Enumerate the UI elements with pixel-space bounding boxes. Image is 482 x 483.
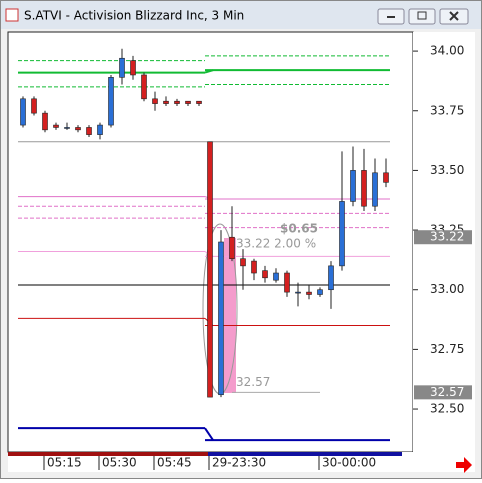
- y-tick-label: 34.00: [430, 44, 464, 58]
- close-glyph: [449, 11, 459, 21]
- app-icon: [5, 8, 19, 22]
- candle-body: [251, 260, 257, 274]
- level-step: [204, 427, 214, 441]
- candle-body: [75, 127, 81, 131]
- minimize-glyph: [387, 16, 395, 18]
- candle-body: [229, 236, 235, 260]
- session-bar: [8, 452, 208, 456]
- candle-body: [53, 124, 59, 128]
- candle-body: [108, 77, 114, 126]
- candle-body: [284, 272, 290, 293]
- x-tick-label: 30-00:00: [322, 456, 376, 470]
- level-step: [204, 69, 214, 74]
- candle-body: [196, 100, 202, 104]
- candle-body: [317, 289, 323, 295]
- x-tick-label: 05:30: [102, 456, 137, 470]
- candle-body: [218, 241, 224, 396]
- maximize-glyph: [417, 11, 427, 20]
- candle-body: [240, 258, 246, 267]
- candle-body: [372, 172, 378, 207]
- x-tick-label: 29-23:30: [212, 456, 266, 470]
- candle-body: [339, 201, 345, 267]
- candle-body: [141, 74, 147, 100]
- candle-body: [97, 124, 103, 135]
- candle-body: [328, 265, 334, 291]
- price-marker-label: 33.22: [430, 230, 464, 244]
- y-tick-label: 33.00: [430, 282, 464, 296]
- candle-body: [152, 98, 158, 104]
- y-tick-label: 33.75: [430, 103, 464, 117]
- annotation: 32.57: [236, 375, 270, 389]
- candle-body: [273, 272, 279, 281]
- candle-body: [64, 127, 70, 129]
- x-tick-label: 05:15: [47, 456, 82, 470]
- candle-body: [361, 170, 367, 207]
- x-tick-label: 05:45: [157, 456, 192, 470]
- candle-body: [174, 100, 180, 104]
- y-tick-label: 32.75: [430, 342, 464, 356]
- candle-body: [42, 112, 48, 131]
- annotation: $0.65: [280, 222, 318, 236]
- scroll-arrow[interactable]: [456, 457, 472, 473]
- maximize-button[interactable]: [408, 8, 436, 25]
- annotation: 33.22 2.00 %: [236, 237, 316, 251]
- price-marker-label: 32.57: [430, 385, 464, 399]
- y-tick-label: 33.50: [430, 163, 464, 177]
- candle-body: [207, 141, 213, 398]
- candle-body: [163, 100, 169, 104]
- candle-body: [119, 57, 125, 78]
- candle-body: [383, 172, 389, 183]
- time-axis: [8, 452, 475, 472]
- candle-body: [185, 100, 191, 104]
- candle-body: [262, 270, 268, 279]
- candle-body: [350, 170, 356, 202]
- candle-body: [306, 291, 312, 295]
- candle-body: [31, 98, 37, 114]
- candle-body: [295, 291, 301, 294]
- window-title: S.ATVI - Activision Blizzard Inc, 3 Min: [24, 9, 244, 23]
- candle-body: [86, 127, 92, 135]
- price-marker: [414, 385, 472, 400]
- candle-body: [130, 60, 136, 76]
- highlight: [224, 238, 236, 393]
- session-bar: [208, 452, 402, 456]
- price-marker: [414, 230, 472, 245]
- candle-body: [20, 98, 26, 126]
- y-tick-label: 32.50: [430, 402, 464, 416]
